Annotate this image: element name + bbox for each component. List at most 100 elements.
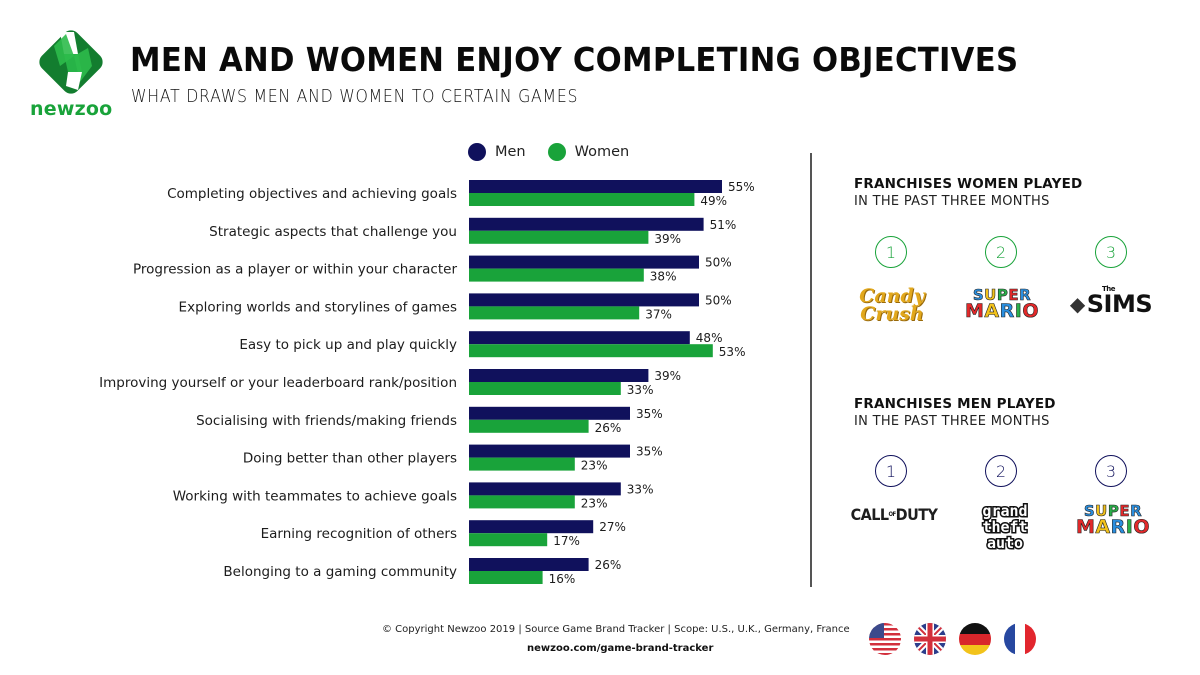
bar-men — [469, 558, 589, 571]
the-sims-logo-main: SIMS — [1086, 289, 1153, 318]
newzoo-logo-icon — [39, 30, 103, 94]
value-label-men: 51% — [710, 218, 737, 232]
value-label-women: 23% — [581, 459, 608, 473]
bar-women — [469, 382, 621, 395]
bar-women — [469, 495, 575, 509]
bar-women — [469, 268, 644, 282]
category-label: Exploring worlds and storylines of games — [179, 299, 457, 315]
bar-men — [469, 369, 649, 382]
value-label-men: 27% — [599, 520, 626, 534]
value-label-men: 39% — [654, 369, 681, 383]
candy-crush-logo-line1: Candy — [859, 284, 925, 307]
bar-women — [469, 533, 548, 547]
bar-women — [469, 419, 589, 433]
category-label: Completing objectives and achieving goal… — [167, 186, 457, 202]
value-label-women: 38% — [650, 270, 677, 284]
super-mario-logo-line2: MARIO — [1075, 516, 1150, 539]
call-of-duty-logo: CALL OF DUTY — [850, 503, 938, 527]
call-of-duty-logo-call: CALL — [850, 505, 889, 525]
super-mario-logo-line1: SUPER — [1083, 501, 1143, 520]
value-label-women: 37% — [645, 307, 672, 321]
bar-men — [469, 444, 630, 458]
category-label: Belonging to a gaming community — [223, 564, 457, 580]
men-rank-3-badge: 3 — [1095, 455, 1127, 487]
bar-men — [469, 255, 699, 269]
value-label-women: 23% — [581, 496, 608, 510]
bar-women — [469, 571, 543, 584]
value-label-men: 35% — [636, 445, 663, 459]
gta-logo-line1: grand — [981, 502, 1029, 521]
newzoo-logo: newzoo — [30, 26, 112, 122]
women-rank-2-badge: 2 — [985, 236, 1017, 268]
uk-flag-icon — [914, 623, 946, 655]
value-label-men: 35% — [636, 407, 663, 421]
value-label-women: 17% — [553, 534, 580, 548]
grand-theft-auto-logo: grand theft auto — [972, 500, 1038, 554]
men-franchises-title: FRANCHISES MEN PLAYED — [854, 396, 1056, 412]
bar-women — [469, 230, 649, 244]
page-subtitle: WHAT DRAWS MEN AND WOMEN TO CERTAIN GAME… — [131, 87, 579, 107]
the-sims-logo-the: The — [1102, 285, 1116, 293]
chart-legend: Men Women — [468, 143, 643, 161]
bar-men — [469, 406, 630, 420]
value-label-women: 16% — [549, 572, 576, 586]
call-of-duty-logo-of: OF — [888, 511, 896, 519]
men-rank-1-badge: 1 — [875, 455, 907, 487]
bar-chart: Completing objectives and achieving goal… — [99, 180, 755, 586]
country-flags — [869, 623, 1036, 655]
bar-women — [469, 193, 695, 206]
bar-men — [469, 217, 704, 231]
value-label-women: 33% — [627, 383, 654, 397]
page-title: MEN AND WOMEN ENJOY COMPLETING OBJECTIVE… — [130, 40, 1019, 79]
super-mario-logo-women: SUPER MARIO — [962, 284, 1042, 324]
category-label: Improving yourself or your leaderboard r… — [99, 375, 457, 391]
category-label: Working with teammates to achieve goals — [173, 488, 457, 504]
source-link[interactable]: newzoo.com/game-brand-tracker — [527, 643, 714, 654]
legend-swatch-women — [547, 143, 566, 161]
value-label-men: 55% — [728, 180, 755, 194]
men-franchises-heading: FRANCHISES MEN PLAYED IN THE PAST THREE … — [854, 396, 1174, 429]
candy-crush-logo-line2: Crush — [860, 303, 924, 325]
category-label: Easy to pick up and play quickly — [239, 337, 457, 353]
category-label: Doing better than other players — [243, 451, 457, 467]
bar-men — [469, 293, 699, 307]
france-flag-icon — [1004, 623, 1036, 655]
value-label-women: 53% — [719, 345, 746, 359]
value-label-men: 33% — [627, 482, 654, 496]
value-label-women: 49% — [700, 194, 727, 208]
value-label-men: 50% — [705, 293, 732, 307]
value-label-women: 26% — [595, 421, 622, 435]
legend-swatch-men — [468, 143, 486, 161]
vertical-divider — [810, 153, 812, 587]
bar-men — [469, 180, 722, 193]
men-rank-2-badge: 2 — [985, 455, 1017, 487]
women-franchises-subtitle: IN THE PAST THREE MONTHS — [854, 194, 1050, 209]
legend-item-men: Men — [468, 143, 526, 161]
call-of-duty-logo-duty: DUTY — [895, 505, 938, 525]
category-label: Socialising with friends/making friends — [196, 413, 457, 429]
newzoo-wordmark: newzoo — [30, 98, 113, 120]
super-mario-logo-line2: MARIO — [964, 300, 1039, 323]
germany-flag-icon — [959, 623, 991, 655]
category-label: Earning recognition of others — [261, 526, 457, 542]
bar-women — [469, 457, 575, 471]
category-label: Strategic aspects that challenge you — [209, 224, 457, 240]
women-franchises-heading: FRANCHISES WOMEN PLAYED IN THE PAST THRE… — [854, 176, 1174, 209]
super-mario-logo-men: SUPER MARIO — [1073, 500, 1153, 540]
gta-logo-line2: theft — [981, 518, 1029, 537]
candy-crush-logo: Candy Crush — [857, 280, 927, 330]
super-mario-logo-line1: SUPER — [972, 285, 1032, 304]
value-label-men: 48% — [696, 331, 723, 345]
category-label: Progression as a player or within your c… — [133, 262, 457, 278]
legend-label-women: Women — [574, 144, 630, 160]
bar-men — [469, 331, 690, 345]
copyright-text: © Copyright Newzoo 2019 | Source Game Br… — [382, 624, 850, 635]
bar-men — [469, 482, 621, 496]
value-label-women: 39% — [654, 232, 681, 246]
us-flag-icon — [869, 623, 901, 655]
men-franchises-subtitle: IN THE PAST THREE MONTHS — [854, 414, 1050, 429]
plumbob-icon: ◆ — [1069, 291, 1085, 316]
the-sims-logo: ◆ The SIMS — [1066, 284, 1156, 324]
bar-women — [469, 344, 713, 358]
women-franchises-title: FRANCHISES WOMEN PLAYED — [854, 176, 1083, 192]
